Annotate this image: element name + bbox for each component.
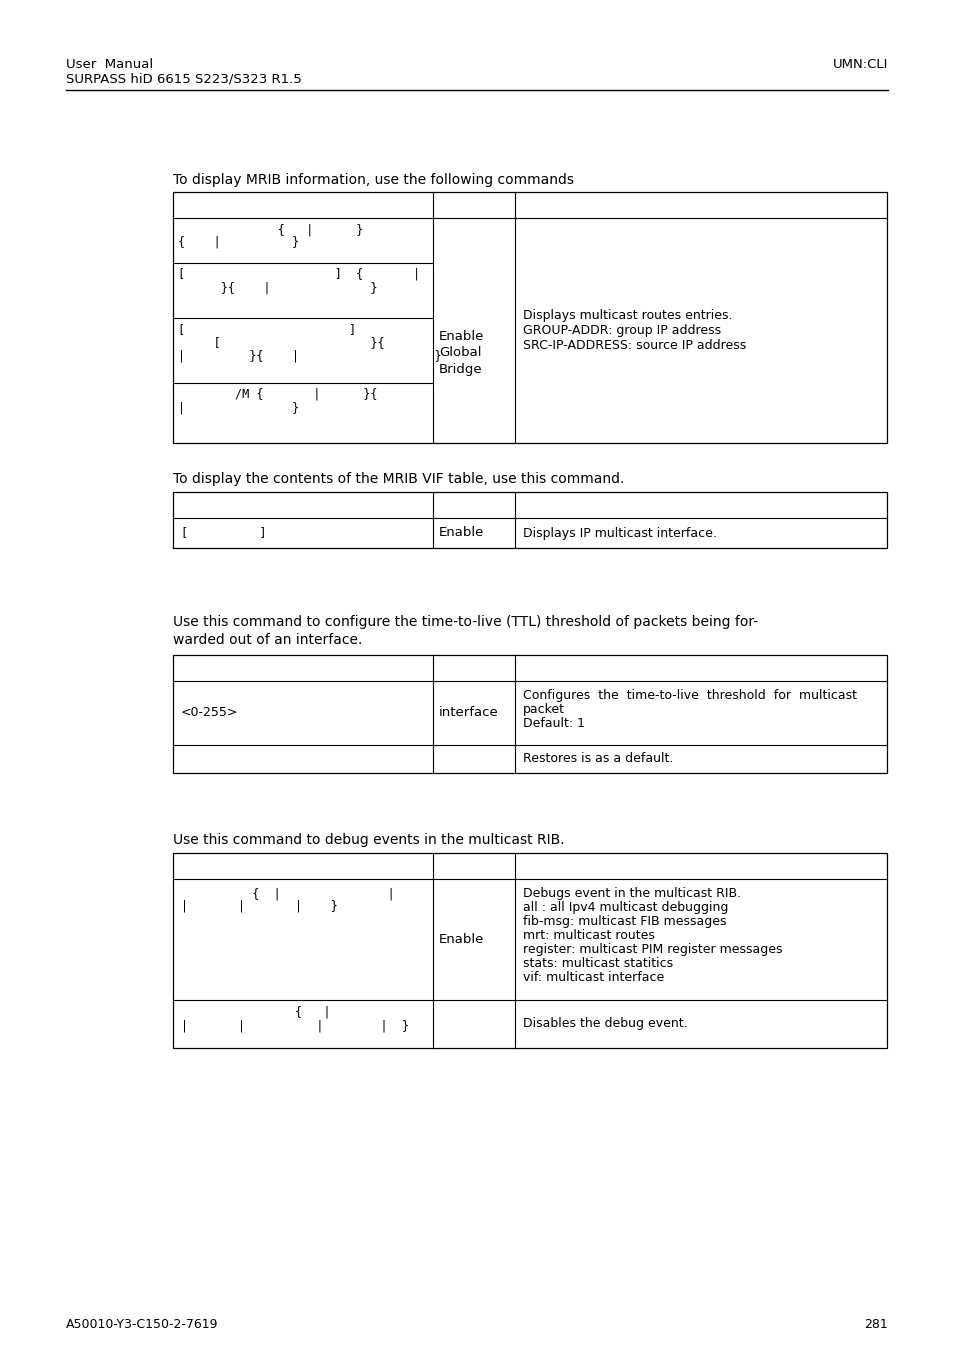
Text: Enable: Enable: [438, 331, 484, 343]
Text: [                     ]  {       |: [ ] { |: [178, 269, 420, 281]
Text: Bridge: Bridge: [438, 363, 482, 375]
Text: warded out of an interface.: warded out of an interface.: [172, 633, 362, 647]
Text: }{    |              }: }{ | }: [178, 281, 377, 294]
Text: {   |: { |: [181, 1006, 331, 1019]
Text: UMN:CLI: UMN:CLI: [832, 58, 887, 72]
Text: SRC-IP-ADDRESS: source IP address: SRC-IP-ADDRESS: source IP address: [522, 339, 745, 352]
Text: To display MRIB information, use the following commands: To display MRIB information, use the fol…: [172, 173, 574, 188]
Text: |       |          |        |  }: | | | | }: [181, 1019, 409, 1031]
Text: Restores is as a default.: Restores is as a default.: [522, 752, 673, 765]
Text: Disables the debug event.: Disables the debug event.: [522, 1018, 687, 1030]
Text: Use this command to configure the time-to-live (TTL) threshold of packets being : Use this command to configure the time-t…: [172, 616, 758, 629]
Text: {   |      }: { | }: [178, 223, 363, 236]
Text: packet: packet: [522, 703, 564, 716]
Text: mrt: multicast routes: mrt: multicast routes: [522, 929, 654, 942]
Text: A50010-Y3-C150-2-7619: A50010-Y3-C150-2-7619: [66, 1318, 218, 1331]
Text: Enable: Enable: [438, 933, 484, 946]
Text: <0-255>: <0-255>: [181, 706, 238, 720]
Text: {    |          }: { | }: [178, 236, 299, 248]
Bar: [172, 491, 886, 548]
Text: fib-msg: multicast FIB messages: fib-msg: multicast FIB messages: [522, 915, 726, 927]
Text: |               }: | }: [178, 401, 299, 414]
Text: Displays multicast routes entries.: Displays multicast routes entries.: [522, 309, 732, 323]
Text: SURPASS hiD 6615 S223/S323 R1.5: SURPASS hiD 6615 S223/S323 R1.5: [66, 73, 301, 86]
Text: /M {       |      }{: /M { | }{: [178, 387, 377, 401]
Text: Debugs event in the multicast RIB.: Debugs event in the multicast RIB.: [522, 887, 740, 900]
Text: [                     }{: [ }{: [178, 336, 384, 350]
Text: Displays IP multicast interface.: Displays IP multicast interface.: [522, 526, 716, 540]
Text: To display the contents of the MRIB VIF table, use this command.: To display the contents of the MRIB VIF …: [172, 472, 623, 486]
Text: register: multicast PIM register messages: register: multicast PIM register message…: [522, 944, 781, 956]
Text: |         }{    |                   }: | }{ | }: [178, 350, 441, 362]
Text: [          ]: [ ]: [181, 526, 266, 540]
Text: interface: interface: [438, 706, 498, 720]
Bar: [172, 853, 886, 1048]
Text: Use this command to debug events in the multicast RIB.: Use this command to debug events in the …: [172, 833, 564, 846]
Bar: [172, 655, 886, 774]
Bar: [172, 192, 886, 443]
Text: [                       ]: [ ]: [178, 323, 355, 336]
Text: Global: Global: [438, 347, 481, 359]
Text: Default: 1: Default: 1: [522, 717, 584, 730]
Text: Configures  the  time-to-live  threshold  for  multicast: Configures the time-to-live threshold fo…: [522, 688, 856, 702]
Text: 281: 281: [863, 1318, 887, 1331]
Text: User  Manual: User Manual: [66, 58, 153, 72]
Text: Enable: Enable: [438, 526, 484, 540]
Text: |       |       |    }: | | | }: [181, 900, 337, 913]
Text: all : all Ipv4 multicast debugging: all : all Ipv4 multicast debugging: [522, 900, 727, 914]
Text: stats: multicast statitics: stats: multicast statitics: [522, 957, 673, 971]
Text: vif: multicast interface: vif: multicast interface: [522, 971, 663, 984]
Text: GROUP-ADDR: group IP address: GROUP-ADDR: group IP address: [522, 324, 720, 338]
Text: {  |               |: { | |: [181, 887, 395, 900]
